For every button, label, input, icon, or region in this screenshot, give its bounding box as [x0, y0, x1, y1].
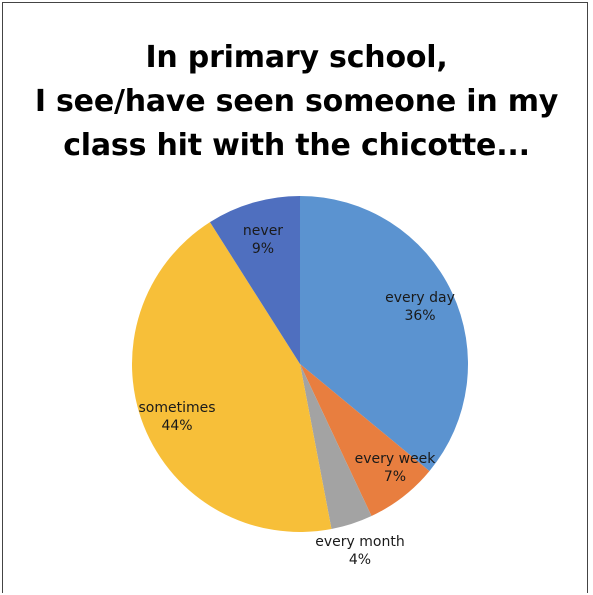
pie-slice-never — [209, 196, 300, 364]
slice-label-sometimes: sometimes — [138, 400, 215, 416]
slice-value-label-every-day: 36% — [404, 308, 435, 324]
pie-slice-every-day — [300, 196, 468, 472]
chart-title-line-1: In primary school, — [145, 40, 448, 75]
slice-label-never: never — [243, 223, 283, 239]
slice-value-label-every-week: 7% — [384, 469, 406, 485]
pie-slices — [132, 196, 468, 533]
pie-labels: every day 36% every week 7% every month 4% som… — [138, 223, 454, 568]
chart-title-line-2: I see/have seen someone in my — [34, 84, 559, 119]
pie-slice-sometimes — [132, 222, 332, 533]
slice-value-label-every-month: 4% — [349, 552, 371, 568]
slice-label-every-day: every day — [385, 290, 455, 306]
chart-title: In primary school, I see/have seen someo… — [10, 36, 583, 168]
pie-slice-every-month — [300, 364, 372, 530]
slice-value-label-sometimes: 44% — [161, 418, 192, 434]
slice-label-every-month: every month — [315, 534, 404, 550]
chart-title-line-3: class hit with the chicotte... — [63, 128, 530, 163]
slice-value-label-never: 9% — [252, 241, 274, 257]
slice-label-every-week: every week — [355, 451, 437, 467]
pie-slice-every-week — [300, 364, 430, 517]
